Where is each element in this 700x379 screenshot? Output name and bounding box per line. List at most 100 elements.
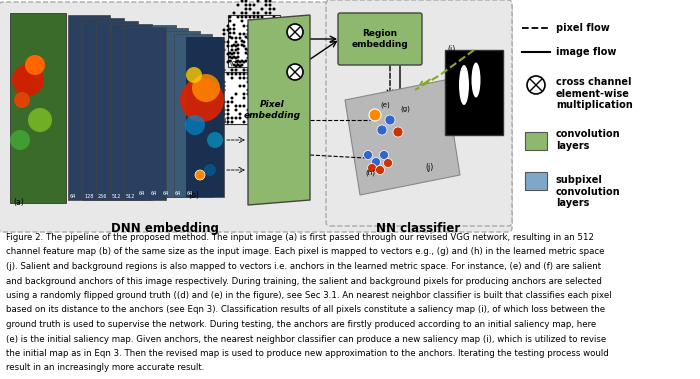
Circle shape — [260, 16, 263, 19]
Circle shape — [230, 100, 234, 103]
Polygon shape — [248, 15, 310, 205]
Circle shape — [262, 36, 265, 39]
Circle shape — [230, 53, 234, 55]
Circle shape — [246, 53, 249, 55]
Circle shape — [258, 33, 262, 36]
Circle shape — [223, 28, 225, 31]
Circle shape — [244, 36, 248, 39]
Circle shape — [258, 92, 262, 96]
Circle shape — [223, 113, 225, 116]
Circle shape — [248, 28, 251, 30]
Circle shape — [255, 108, 258, 111]
Text: Pixel
embedding: Pixel embedding — [244, 100, 300, 120]
Circle shape — [269, 39, 272, 42]
Circle shape — [248, 55, 251, 58]
Circle shape — [262, 108, 265, 111]
Circle shape — [265, 3, 267, 6]
Circle shape — [241, 44, 244, 47]
Circle shape — [223, 100, 225, 103]
Text: channel feature map (b) of the same size as the input image. Each pixel is mappe: channel feature map (b) of the same size… — [6, 247, 605, 257]
Circle shape — [368, 163, 377, 172]
Circle shape — [269, 23, 272, 27]
Circle shape — [265, 39, 267, 42]
Circle shape — [272, 64, 276, 66]
Circle shape — [246, 56, 249, 60]
Circle shape — [237, 16, 239, 19]
Bar — [174, 34, 212, 197]
Circle shape — [258, 77, 262, 80]
Circle shape — [185, 115, 205, 135]
Circle shape — [375, 166, 384, 174]
Text: 64: 64 — [187, 191, 193, 196]
Circle shape — [255, 25, 258, 28]
Circle shape — [377, 125, 387, 135]
Circle shape — [287, 64, 303, 80]
Circle shape — [251, 53, 253, 55]
Circle shape — [256, 31, 260, 34]
Circle shape — [272, 52, 276, 55]
Bar — [525, 172, 547, 190]
Circle shape — [244, 8, 248, 11]
Circle shape — [244, 52, 248, 55]
Circle shape — [269, 36, 272, 39]
Text: pixel flow: pixel flow — [556, 23, 610, 33]
Circle shape — [246, 89, 249, 91]
Circle shape — [262, 113, 265, 116]
Circle shape — [265, 52, 267, 55]
Text: 64: 64 — [70, 194, 76, 199]
Circle shape — [269, 11, 272, 14]
Circle shape — [207, 132, 223, 148]
Circle shape — [223, 121, 225, 124]
Circle shape — [379, 150, 389, 160]
Circle shape — [223, 49, 225, 52]
Circle shape — [234, 64, 237, 67]
Text: 512: 512 — [112, 194, 121, 199]
Circle shape — [204, 164, 216, 176]
Circle shape — [246, 92, 249, 96]
Circle shape — [244, 0, 248, 3]
Circle shape — [234, 105, 237, 108]
Circle shape — [228, 60, 232, 63]
Circle shape — [258, 41, 262, 44]
Circle shape — [223, 108, 225, 111]
Circle shape — [251, 49, 253, 52]
Circle shape — [234, 92, 237, 96]
Circle shape — [227, 28, 230, 31]
Text: 256: 256 — [98, 194, 107, 199]
Circle shape — [258, 97, 262, 100]
Circle shape — [253, 11, 256, 14]
Text: 64: 64 — [163, 191, 169, 196]
Circle shape — [242, 72, 246, 75]
Circle shape — [223, 41, 225, 44]
Circle shape — [255, 116, 258, 119]
Text: (j): (j) — [425, 163, 433, 172]
Circle shape — [253, 19, 256, 22]
Text: 128: 128 — [84, 194, 93, 199]
Circle shape — [260, 8, 263, 11]
Circle shape — [258, 80, 262, 83]
Circle shape — [251, 36, 253, 39]
Circle shape — [256, 16, 260, 19]
Text: subpixel
convolution
layers: subpixel convolution layers — [556, 175, 621, 208]
Bar — [138, 25, 176, 197]
Bar — [445, 50, 503, 135]
Circle shape — [255, 105, 258, 108]
Circle shape — [251, 41, 253, 44]
Circle shape — [255, 33, 258, 36]
Text: cross channel
element-wise
multiplication: cross channel element-wise multiplicatio… — [556, 77, 633, 110]
Circle shape — [230, 56, 234, 60]
Circle shape — [251, 105, 253, 108]
Circle shape — [246, 25, 249, 28]
Circle shape — [385, 115, 395, 125]
Text: NN classifier: NN classifier — [376, 222, 460, 235]
Circle shape — [272, 47, 276, 50]
Circle shape — [262, 116, 265, 119]
Circle shape — [260, 64, 263, 66]
Circle shape — [256, 36, 260, 39]
Circle shape — [244, 16, 248, 19]
Circle shape — [242, 41, 246, 44]
Circle shape — [253, 28, 256, 30]
Circle shape — [241, 11, 244, 14]
Circle shape — [227, 72, 230, 75]
Circle shape — [25, 55, 45, 75]
